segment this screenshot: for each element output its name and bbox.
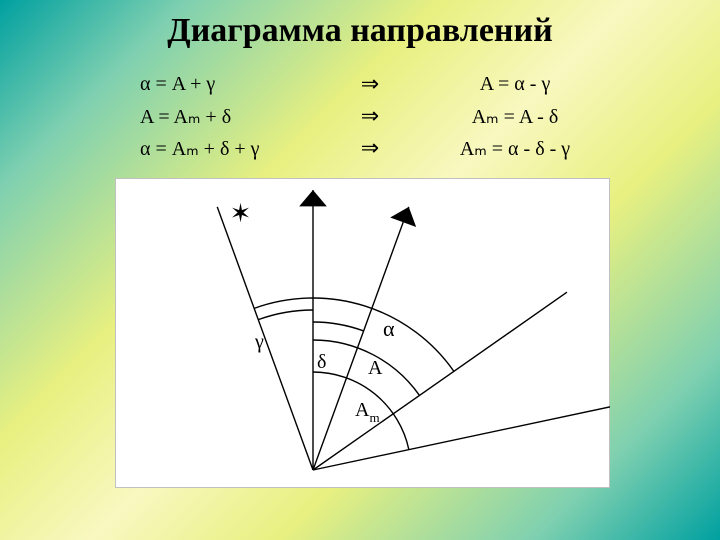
svg-text:γ: γ (254, 331, 264, 353)
formula-right: A = α - γ (410, 73, 620, 96)
diagram-svg: ✶γδαAAm (115, 178, 610, 488)
slide-title: Диаграмма направлений (0, 12, 720, 50)
svg-text:δ: δ (317, 351, 326, 373)
formula-right: Aₘ = A - δ (410, 104, 620, 129)
svg-text:✶: ✶ (230, 199, 252, 228)
arrow-icon: ⇒ (330, 71, 410, 97)
formula-row: A = Aₘ + δ ⇒ Aₘ = A - δ (140, 100, 620, 132)
svg-text:A: A (368, 357, 383, 379)
slide: Диаграмма направлений α = A + γ ⇒ A = α … (0, 0, 720, 540)
formula-left: α = Aₘ + δ + γ (140, 136, 330, 161)
formula-right: Aₘ = α - δ - γ (410, 136, 620, 161)
formula-row: α = Aₘ + δ + γ ⇒ Aₘ = α - δ - γ (140, 132, 620, 164)
formula-table: α = A + γ ⇒ A = α - γ A = Aₘ + δ ⇒ Aₘ = … (140, 68, 620, 164)
direction-diagram: ✶γδαAAm (115, 178, 610, 488)
arrow-icon: ⇒ (330, 135, 410, 161)
arrow-icon: ⇒ (330, 103, 410, 129)
formula-left: A = Aₘ + δ (140, 104, 330, 129)
formula-left: α = A + γ (140, 73, 330, 96)
svg-text:α: α (383, 316, 395, 341)
formula-row: α = A + γ ⇒ A = α - γ (140, 68, 620, 100)
